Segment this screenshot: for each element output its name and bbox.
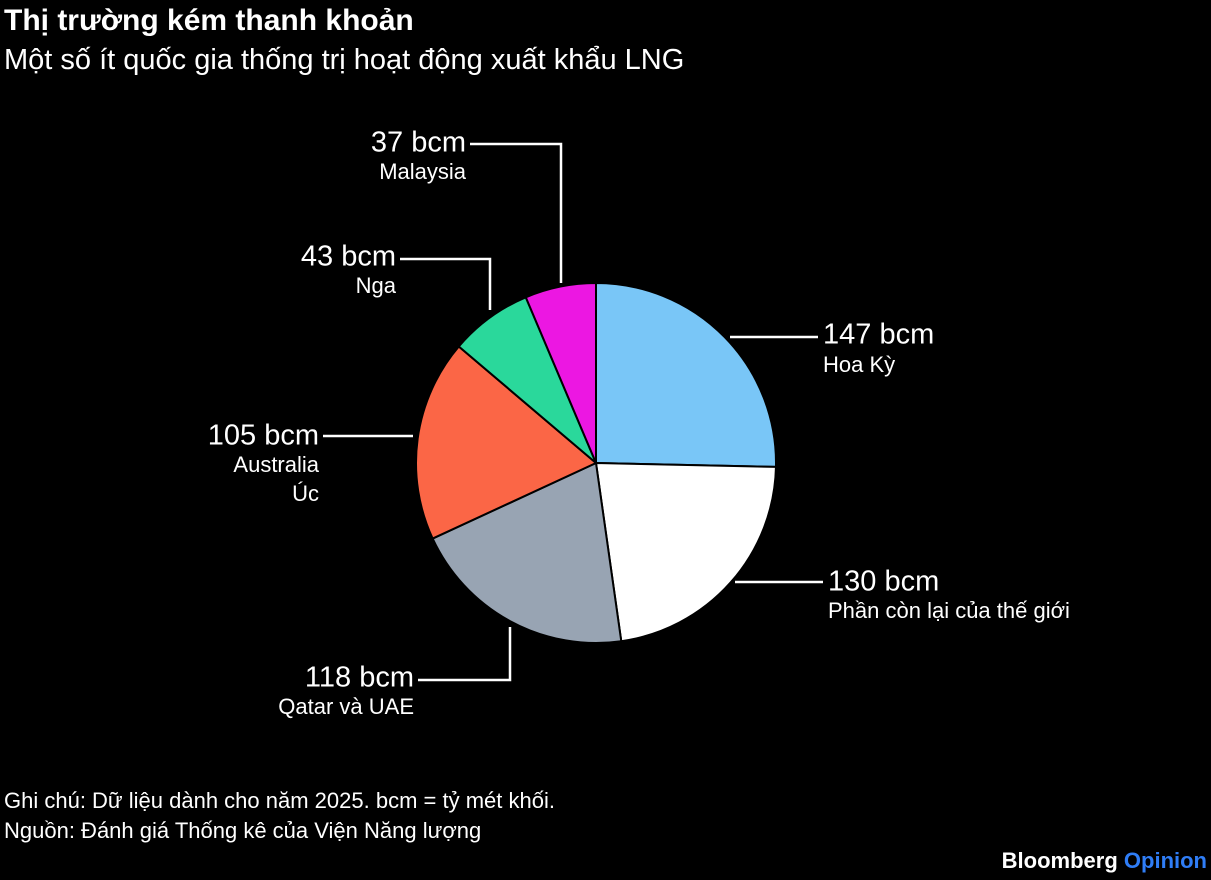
leader-line [470,142,563,283]
slice-name-label: Qatar và UAE [278,694,414,719]
slice-value-label: 118 bcm [305,662,414,694]
slice-name-label: Malaysia [379,159,467,184]
slice-name-label: Nga [356,273,397,298]
slice-name-label: Phần còn lại của thế giới [828,598,1070,623]
leader-lines [323,142,823,682]
pie-slice [431,462,623,644]
brand-sub: Opinion [1123,848,1207,873]
slice-value-label: 130 bcm [828,566,939,598]
slice-value-label: 43 bcm [301,241,396,273]
source-note: Nguồn: Đánh giá Thống kê của Viện Năng l… [4,818,482,843]
pie-slice [524,282,597,464]
pie-slices [415,282,777,644]
brand-logo: Bloomberg Opinion [1002,848,1207,874]
pie-slice [595,462,777,643]
footnote: Ghi chú: Dữ liệu dành cho năm 2025. bcm … [4,788,555,813]
slice-value-label: 147 bcm [823,319,934,351]
chart-subtitle: Một số ít quốc gia thống trị hoạt động x… [4,44,685,76]
brand-main: Bloomberg [1001,848,1118,873]
slice-name-label: Hoa Kỳ [823,352,895,377]
chart-title: Thị trường kém thanh khoản [4,4,414,37]
slice-value-label: 37 bcm [371,127,466,159]
slice-name-label: Úc [292,481,319,506]
leader-line [418,627,512,682]
pie-slice [415,345,597,540]
pie-slice [595,282,777,468]
slice-value-label: 105 bcm [208,420,319,452]
leader-line [400,257,492,310]
slice-name-label: Australia [233,452,319,477]
